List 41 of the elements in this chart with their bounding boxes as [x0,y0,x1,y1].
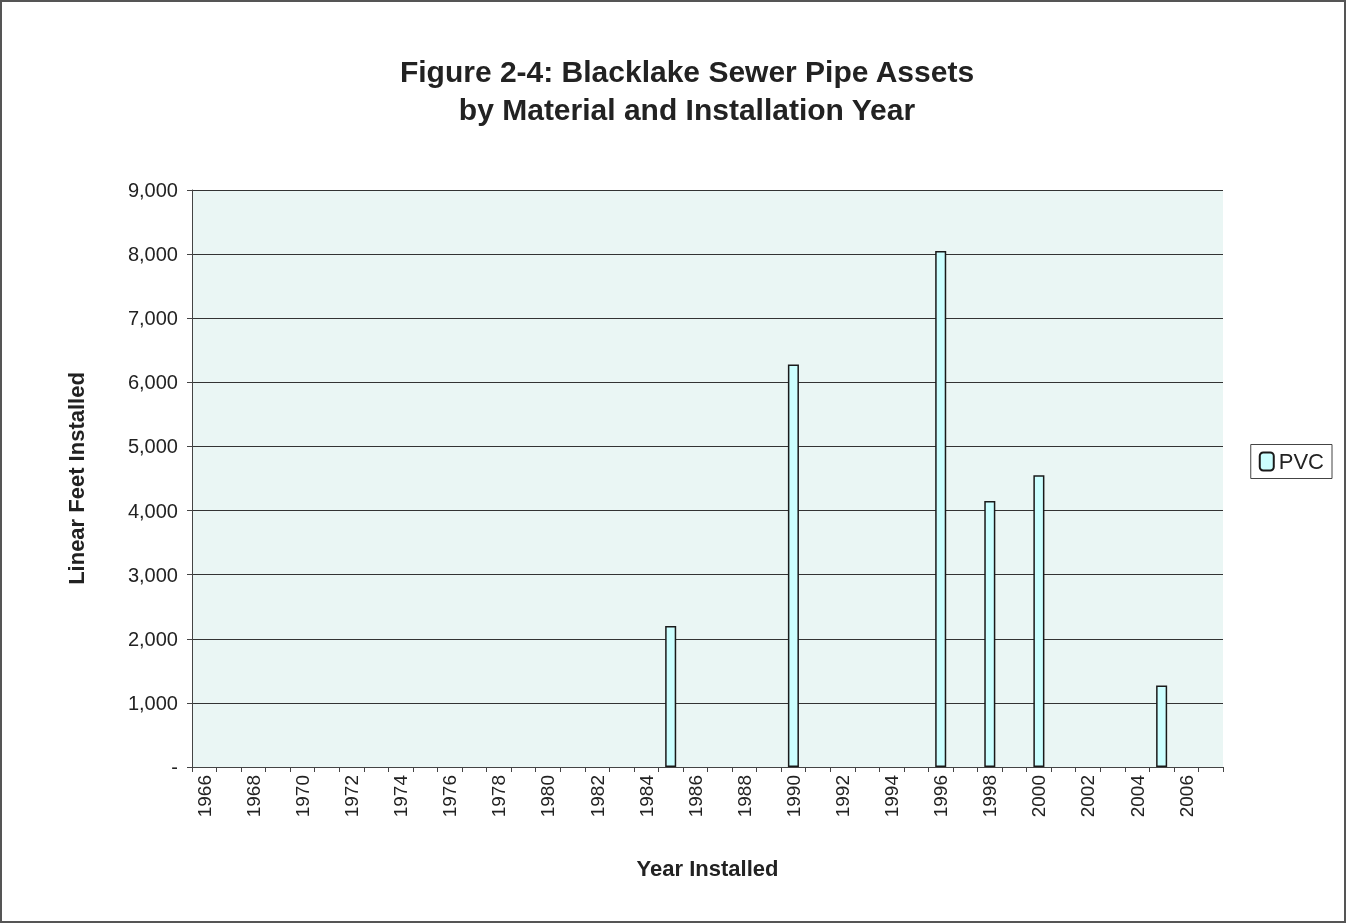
legend-label: PVC [1278,449,1325,474]
x-tick-label: 1970 [291,775,313,818]
x-tick-label: 1982 [586,775,608,818]
bar [665,625,677,767]
y-tick-label: 9,000 [127,179,178,201]
x-tick-label: 1994 [881,774,903,818]
bar [1033,475,1045,767]
x-tick-label: 1988 [733,775,755,818]
x-tick-label: 1984 [635,774,657,818]
y-tick-label: 7,000 [127,307,178,330]
bar [935,250,947,767]
x-tick-label: 1992 [832,775,854,818]
y-tick-label: 3,000 [127,563,178,586]
y-tick-label: 6,000 [127,371,178,394]
x-tick-label: 1968 [242,775,264,818]
x-tick-label: 1980 [537,775,559,818]
bar [787,364,799,767]
x-tick-label: 1978 [488,775,510,818]
x-tick-label: 2000 [1028,775,1050,818]
bar [984,500,996,767]
y-tick-label: 2,000 [127,627,178,650]
y-tick-label: 5,000 [127,435,178,458]
x-tick-label: 1976 [439,775,461,818]
x-tick-label: 2006 [1175,775,1197,818]
x-tick-label: 1998 [979,775,1001,818]
x-tick-label: 1990 [782,775,804,818]
x-tick-label: 2002 [1077,775,1099,818]
y-tick-label: 8,000 [127,243,178,266]
x-tick-label: 1986 [684,775,706,818]
chart-title: Figure 2-4: Blacklake Sewer Pipe Assets by Material and Installation Year [399,54,975,126]
y-tick-label: 4,000 [127,499,178,522]
x-tick-label: 1972 [341,775,363,818]
x-axis-title: Year Installed [636,855,779,881]
x-tick-label: 1996 [930,775,952,818]
bar [1156,685,1168,767]
y-axis-title: Linear Feet Installed [63,372,89,585]
x-tick-label: 1966 [193,775,215,818]
y-tick-label: - [171,756,178,778]
x-tick-label: 1974 [390,774,412,818]
x-tick-label: 2004 [1126,774,1148,818]
y-tick-label: 1,000 [127,691,178,714]
